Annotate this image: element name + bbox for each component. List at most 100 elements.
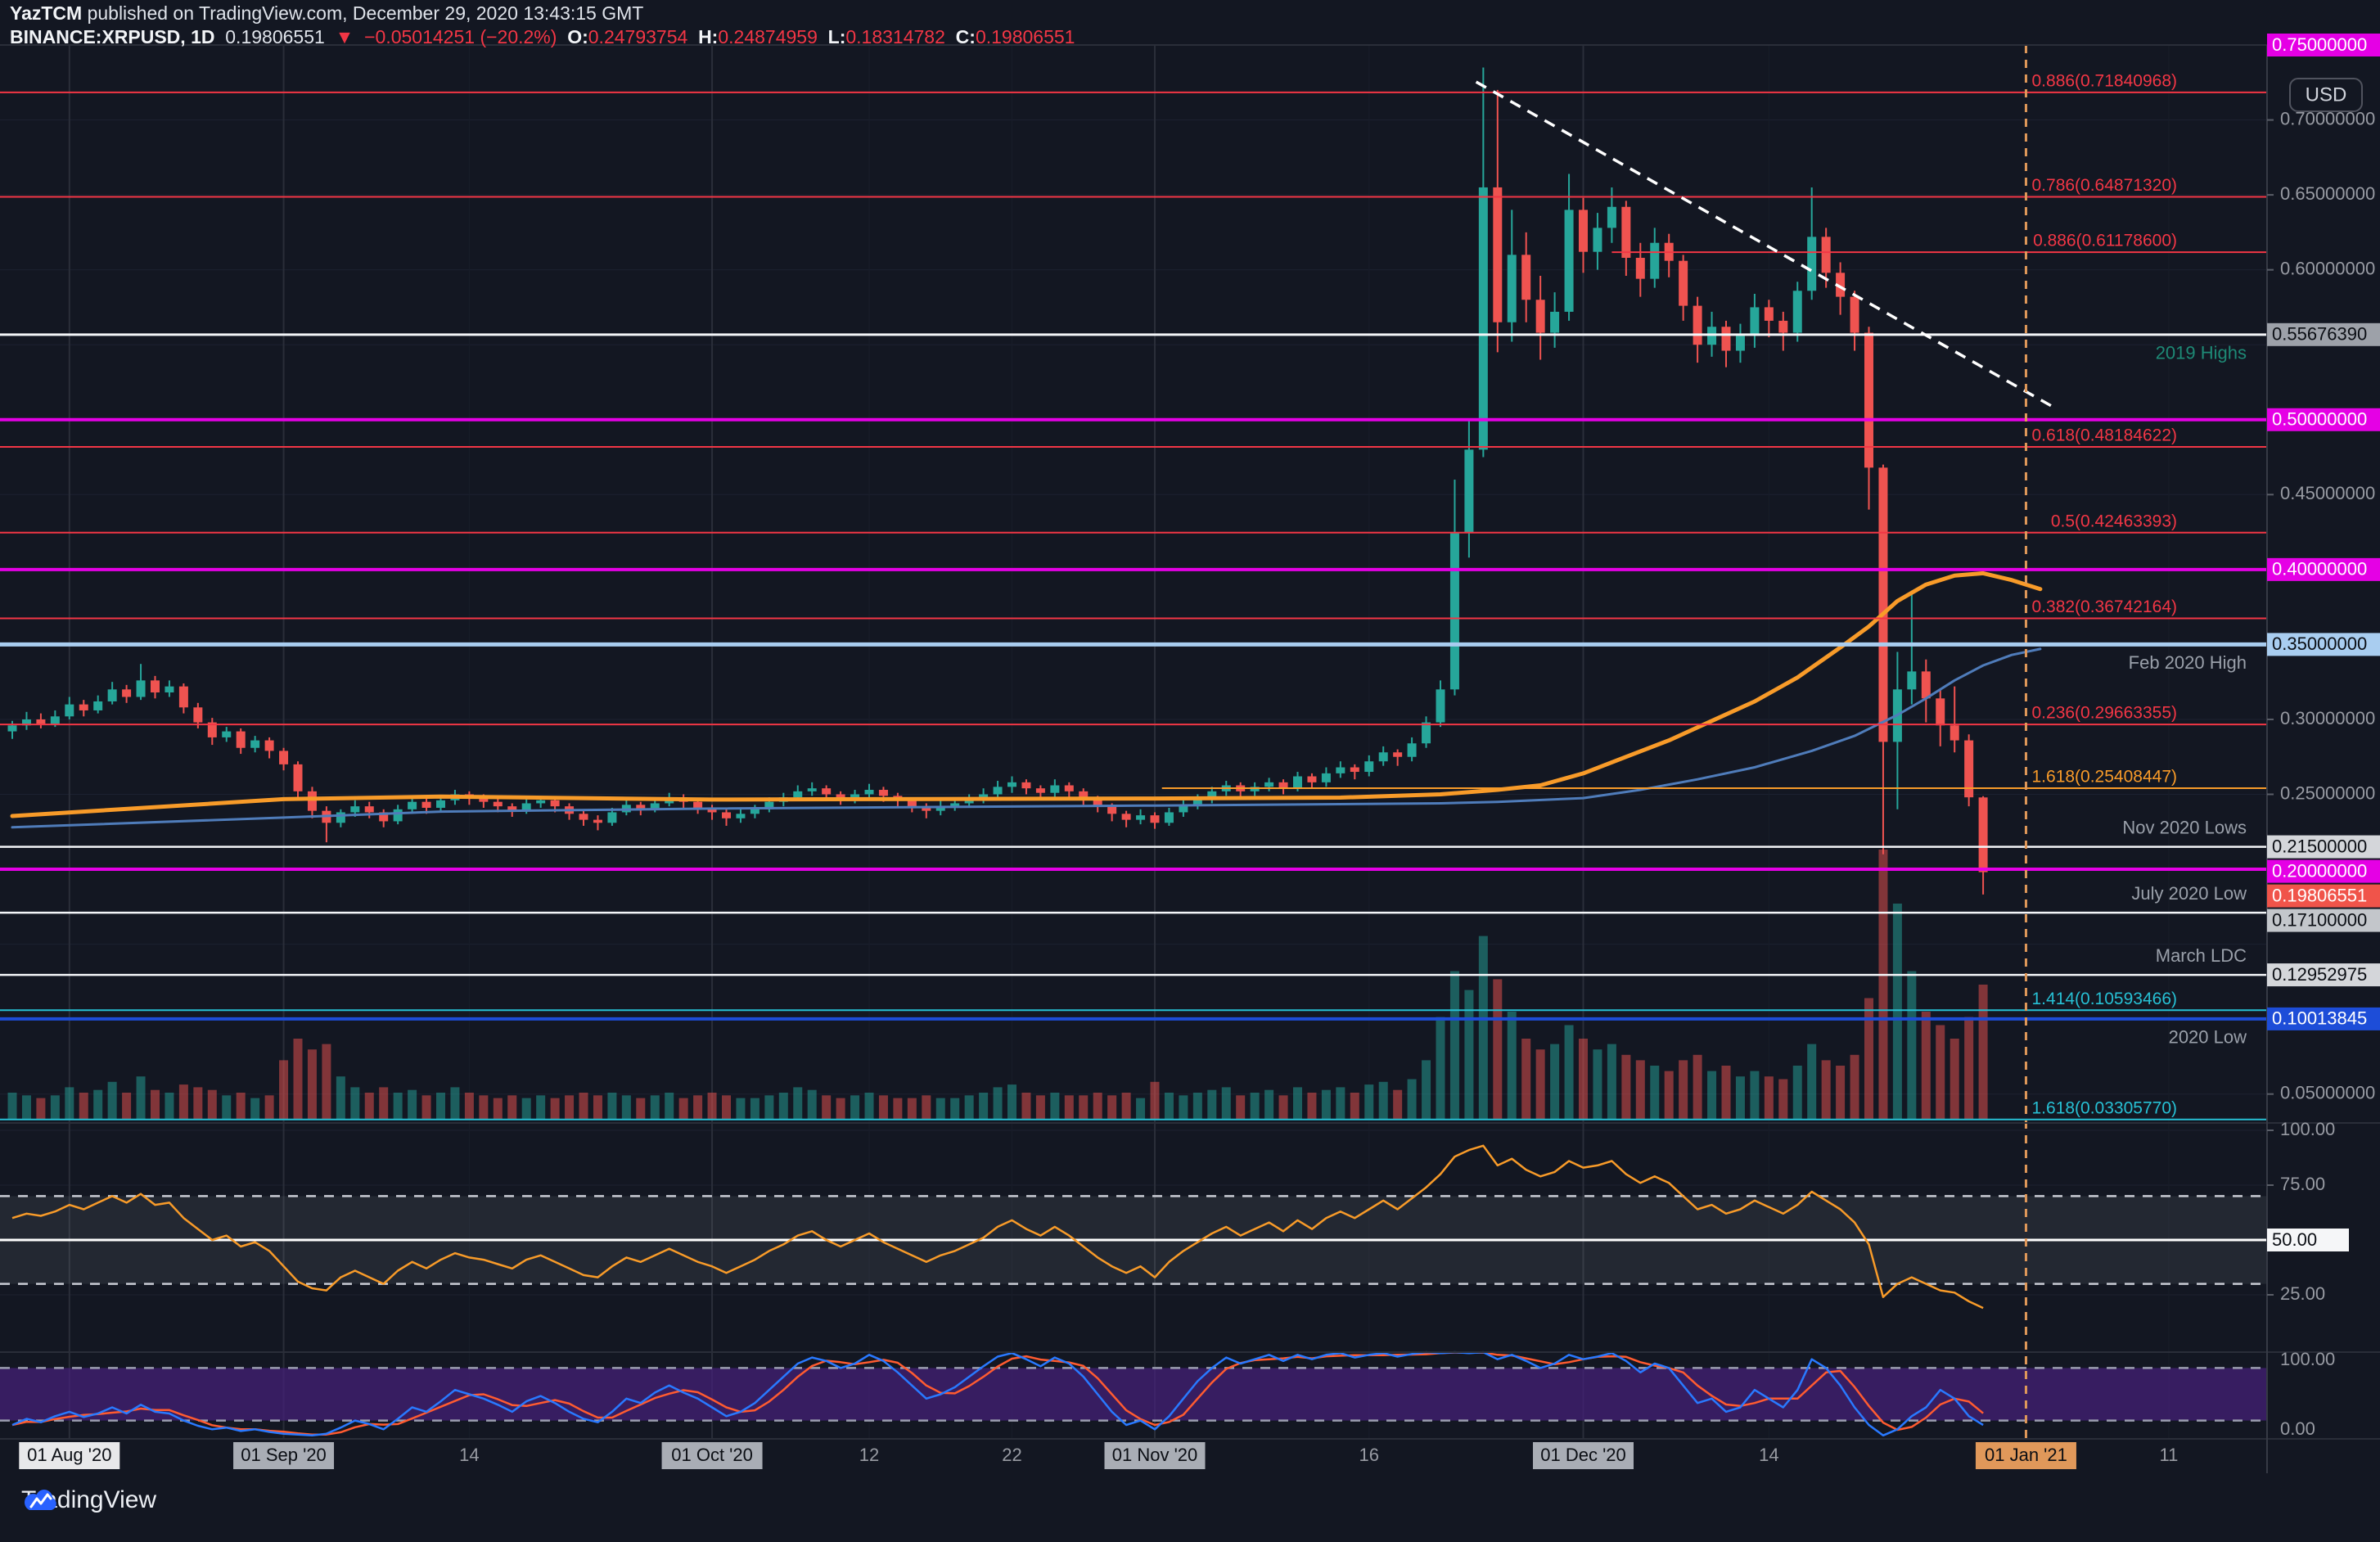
rsi-tick-label: 75.00	[2280, 1174, 2325, 1194]
time-axis-label: 01 Jan '21	[1985, 1445, 2067, 1465]
volume-bar	[1821, 1060, 1831, 1120]
volume-bar	[1964, 1017, 1974, 1120]
candle-body	[1207, 791, 1217, 799]
volume-bar	[707, 1093, 717, 1120]
currency-button[interactable]: USD	[2289, 78, 2363, 112]
volume-bar	[536, 1095, 546, 1120]
candle-body	[1307, 776, 1317, 782]
volume-bar	[950, 1098, 960, 1120]
time-axis-label-box	[233, 1442, 335, 1469]
volume-bar	[193, 1087, 203, 1120]
volume-bar	[1807, 1044, 1817, 1120]
candle-body	[722, 812, 731, 818]
candle-body	[136, 680, 146, 697]
rsi-mid-label-box	[2267, 1229, 2349, 1251]
volume-bar	[764, 1095, 774, 1120]
indicator-axis[interactable]: 100.00 75.00 25.00 50.00 100.00 0.00	[2267, 1119, 2349, 1439]
volume-bar	[1136, 1098, 1146, 1120]
candle-body	[822, 788, 832, 795]
candle-body	[1864, 332, 1873, 468]
volume-bar	[1650, 1066, 1660, 1120]
candle-body	[1436, 689, 1445, 723]
tradingview-logo-icon	[24, 1490, 56, 1510]
volume-bar	[65, 1087, 74, 1120]
volume-bar	[1778, 1079, 1788, 1120]
volume-bar	[1864, 998, 1873, 1120]
volume-bar	[408, 1089, 417, 1120]
price-axis-label-box	[2267, 408, 2380, 431]
candle-body	[1650, 242, 1660, 279]
price-axis[interactable]: 0.700000000.650000000.600000000.45000000…	[2267, 34, 2380, 1103]
stoch-tick-label: 100.00	[2280, 1349, 2335, 1369]
volume-bar	[1907, 971, 1917, 1120]
volume-bar	[1179, 1095, 1188, 1120]
candle-body	[93, 701, 103, 710]
candle-body	[350, 806, 360, 813]
volume-bar	[1735, 1076, 1745, 1120]
candle-body	[550, 800, 560, 807]
volume-bar	[678, 1098, 688, 1120]
candle-body	[1449, 532, 1459, 690]
volume-bar	[1478, 936, 1488, 1120]
candle-body	[1507, 255, 1517, 322]
publish-info: YazTCM published on TradingView.com, Dec…	[10, 2, 1075, 25]
ma-slow-line	[11, 647, 2042, 829]
candle-body	[1921, 671, 1931, 699]
stoch-k-line	[11, 1350, 1984, 1437]
candle-body	[393, 809, 403, 822]
candle-body	[421, 801, 431, 808]
volume-bar	[979, 1093, 989, 1120]
fib-label: 1.414(0.10593466)	[2032, 990, 2178, 1008]
candle-body	[1336, 767, 1346, 773]
candle-body	[1021, 782, 1031, 789]
volume-bar	[607, 1093, 617, 1120]
price-axis-label-box	[2267, 859, 2380, 883]
volume-bar	[778, 1093, 788, 1120]
price-axis-label-box	[2267, 909, 2380, 932]
volume-bar	[1679, 1060, 1688, 1120]
volume-bar	[1264, 1089, 1274, 1120]
candle-body	[1964, 740, 1974, 798]
volume-bar	[1422, 1060, 1431, 1120]
candle-body	[1792, 291, 1802, 333]
price-axis-label: 0.10013845	[2272, 1008, 2367, 1029]
candle-body	[1093, 798, 1102, 807]
level-annotation: March LDC	[2156, 945, 2247, 966]
volume-bar	[864, 1093, 874, 1120]
volume-bar	[1607, 1044, 1616, 1120]
volume-bar	[636, 1098, 646, 1120]
volume-bar	[1493, 979, 1503, 1120]
candle-body	[379, 812, 389, 822]
level-annotation: 2019 Highs	[2156, 343, 2247, 363]
price-tick-label: 0.05000000	[2280, 1083, 2375, 1103]
tradingview-footer[interactable]: TradingView	[21, 1486, 156, 1514]
candle-body	[408, 801, 417, 809]
volume-bar	[1321, 1089, 1331, 1120]
candle-body	[1422, 722, 1431, 744]
candle-body	[1550, 311, 1560, 333]
candle-body	[1936, 698, 1945, 726]
price-axis-label-box	[2267, 1007, 2380, 1030]
volume-bar	[693, 1095, 703, 1120]
candle-body	[1079, 791, 1089, 799]
time-axis-label-box	[1104, 1442, 1206, 1469]
candle-body	[507, 806, 517, 811]
time-axis[interactable]: 01 Aug '20 01 Sep '20 14 01 Oct '20 12 22 01 N…	[19, 1442, 2178, 1469]
price-change: −0.05014251 (−20.2%)	[364, 26, 557, 47]
volume-bar	[236, 1093, 246, 1120]
candle-body	[536, 800, 546, 804]
volume-bar	[464, 1093, 474, 1120]
time-axis-label: 01 Dec '20	[1540, 1445, 1626, 1465]
price-axis-label: 0.19806551	[2272, 885, 2367, 905]
volume-bar	[350, 1087, 360, 1120]
candle-body	[151, 680, 160, 692]
volume-bar	[178, 1084, 188, 1120]
candle-body	[1593, 228, 1602, 252]
candle-body	[907, 800, 917, 807]
volume-bar	[1464, 990, 1474, 1120]
price-axis-label: 0.50000000	[2272, 409, 2367, 430]
symbol-title[interactable]: BINANCE:XRPUSD, 1D	[10, 26, 215, 47]
price-axis-label-box	[2267, 34, 2380, 56]
